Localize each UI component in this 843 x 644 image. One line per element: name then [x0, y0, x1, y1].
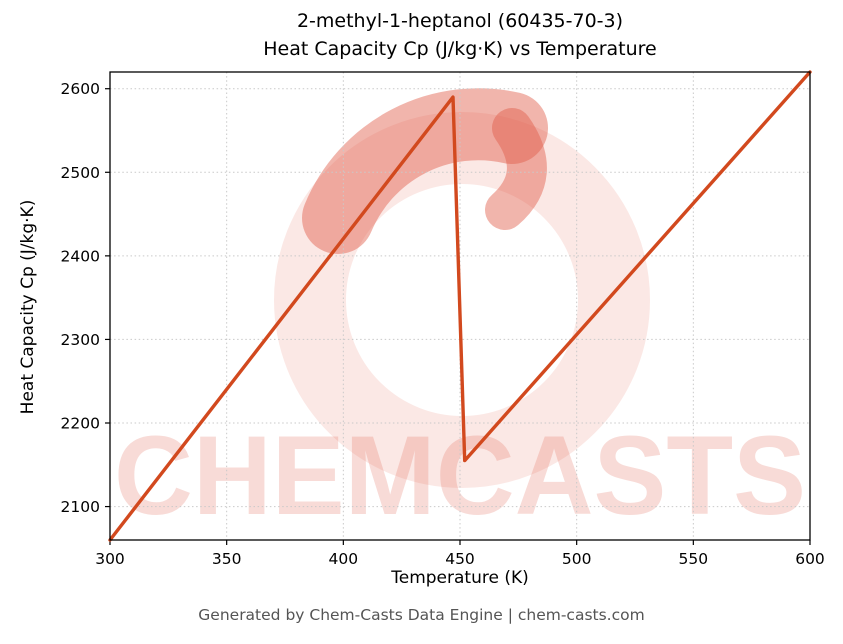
y-tick-label: 2100 — [61, 498, 100, 516]
x-tick-label: 500 — [562, 550, 592, 568]
y-tick-label: 2600 — [61, 80, 100, 98]
x-tick-label: 350 — [212, 550, 242, 568]
chart-title-line1: 2-methyl-1-heptanol (60435-70-3) — [296, 10, 624, 32]
x-tick-label: 400 — [329, 550, 359, 568]
x-tick-label: 300 — [95, 550, 125, 568]
axis-ticks: 300 350 400 450 500 550 600 2100 2200 2300 2400 250… — [61, 80, 825, 568]
footer-attribution: Generated by Chem-Casts Data Engine | ch… — [198, 606, 645, 624]
watermark-swirl-icon — [302, 88, 548, 254]
data-series — [108, 70, 812, 542]
y-tick-label: 2400 — [61, 247, 100, 265]
x-tick-label: 550 — [679, 550, 709, 568]
y-tick-label: 2200 — [61, 415, 100, 433]
x-tick-label: 450 — [445, 550, 475, 568]
y-tick-label: 2500 — [61, 164, 100, 182]
chart-title-line2: Heat Capacity Cp (J/kg·K) vs Temperature — [263, 37, 657, 60]
x-axis-label: Temperature (K) — [391, 568, 529, 588]
chart-title: 2-methyl-1-heptanol (60435-70-3) Heat Ca… — [110, 8, 810, 63]
axes-frame — [109, 71, 811, 541]
watermark-ring-icon — [274, 112, 650, 488]
watermark: CHEMCASTS — [114, 88, 806, 538]
y-axis-label: Heat Capacity Cp (J/kg·K) — [18, 199, 38, 415]
x-tick-label: 600 — [795, 550, 825, 568]
cp-vs-temperature-line — [108, 70, 812, 542]
watermark-swirl-tail-icon — [485, 108, 547, 230]
y-tick-label: 2300 — [61, 331, 100, 349]
